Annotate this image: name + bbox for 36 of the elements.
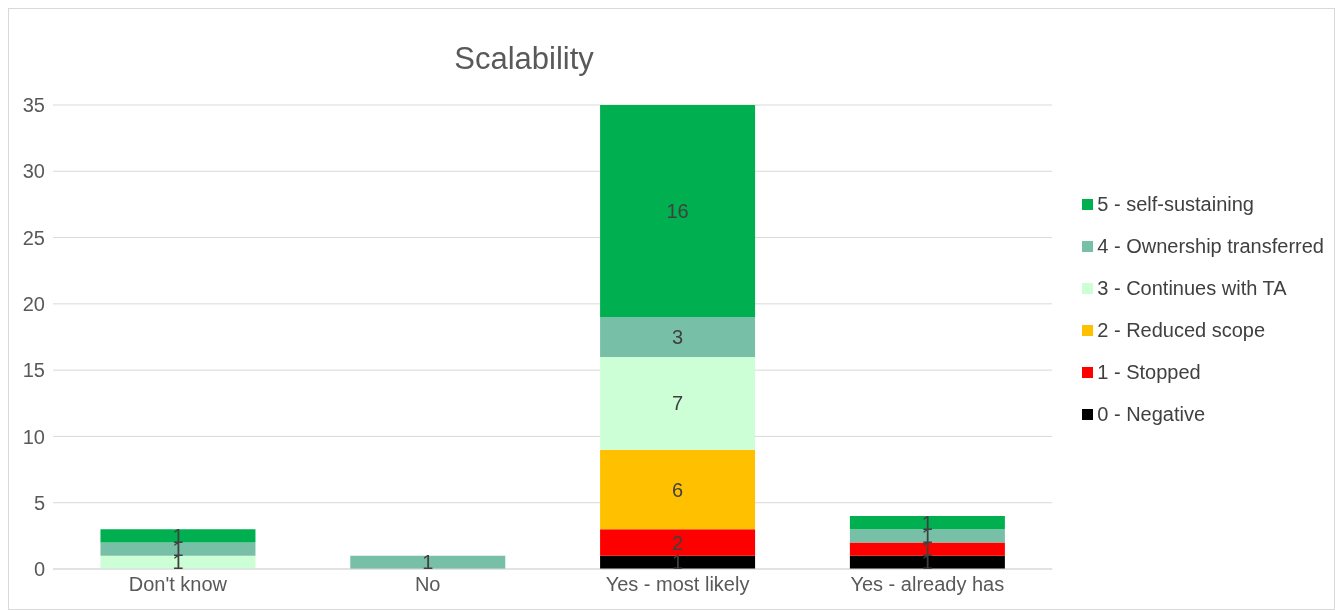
data-label: 16 — [666, 200, 689, 223]
bar — [100, 542, 256, 556]
y-tick-label: 15 — [22, 359, 45, 382]
bar — [849, 515, 1005, 530]
bar — [849, 542, 1005, 556]
y-tick-label: 10 — [22, 425, 45, 448]
data-label: 2 — [672, 531, 684, 554]
data-label: 6 — [672, 478, 684, 501]
bar — [600, 529, 756, 556]
y-tick-label: 0 — [33, 558, 45, 581]
legend-label: 4 - Ownership transferred — [1097, 234, 1324, 258]
y-tick-label: 30 — [22, 160, 45, 183]
legend-label: 5 - self-sustaining — [1097, 192, 1254, 216]
bar — [600, 317, 756, 357]
bar — [600, 356, 756, 450]
x-tick-label: Yes - most likely — [605, 573, 750, 596]
data-label: 1 — [672, 551, 684, 574]
bar — [100, 529, 256, 543]
legend-label: 0 - Negative — [1097, 402, 1206, 426]
x-tick-label: Don't know — [128, 573, 228, 596]
data-label: 3 — [672, 326, 684, 349]
y-tick-label: 25 — [22, 226, 45, 249]
x-tick-label: Yes - already has — [850, 573, 1005, 596]
chart-title: Scalability — [453, 41, 595, 77]
bar — [849, 529, 1005, 543]
bar — [600, 105, 756, 318]
data-label: 7 — [672, 392, 684, 415]
bar — [600, 449, 756, 530]
x-tick-label: No — [414, 573, 441, 596]
data-label: 1 — [422, 551, 434, 574]
y-tick-label: 35 — [22, 94, 45, 117]
legend-label: 3 - Continues with TA — [1097, 276, 1287, 300]
y-tick-label: 20 — [22, 292, 45, 315]
y-tick-label: 5 — [33, 491, 45, 514]
legend-label: 1 - Stopped — [1097, 360, 1201, 384]
legend-label: 2 - Reduced scope — [1097, 318, 1266, 342]
